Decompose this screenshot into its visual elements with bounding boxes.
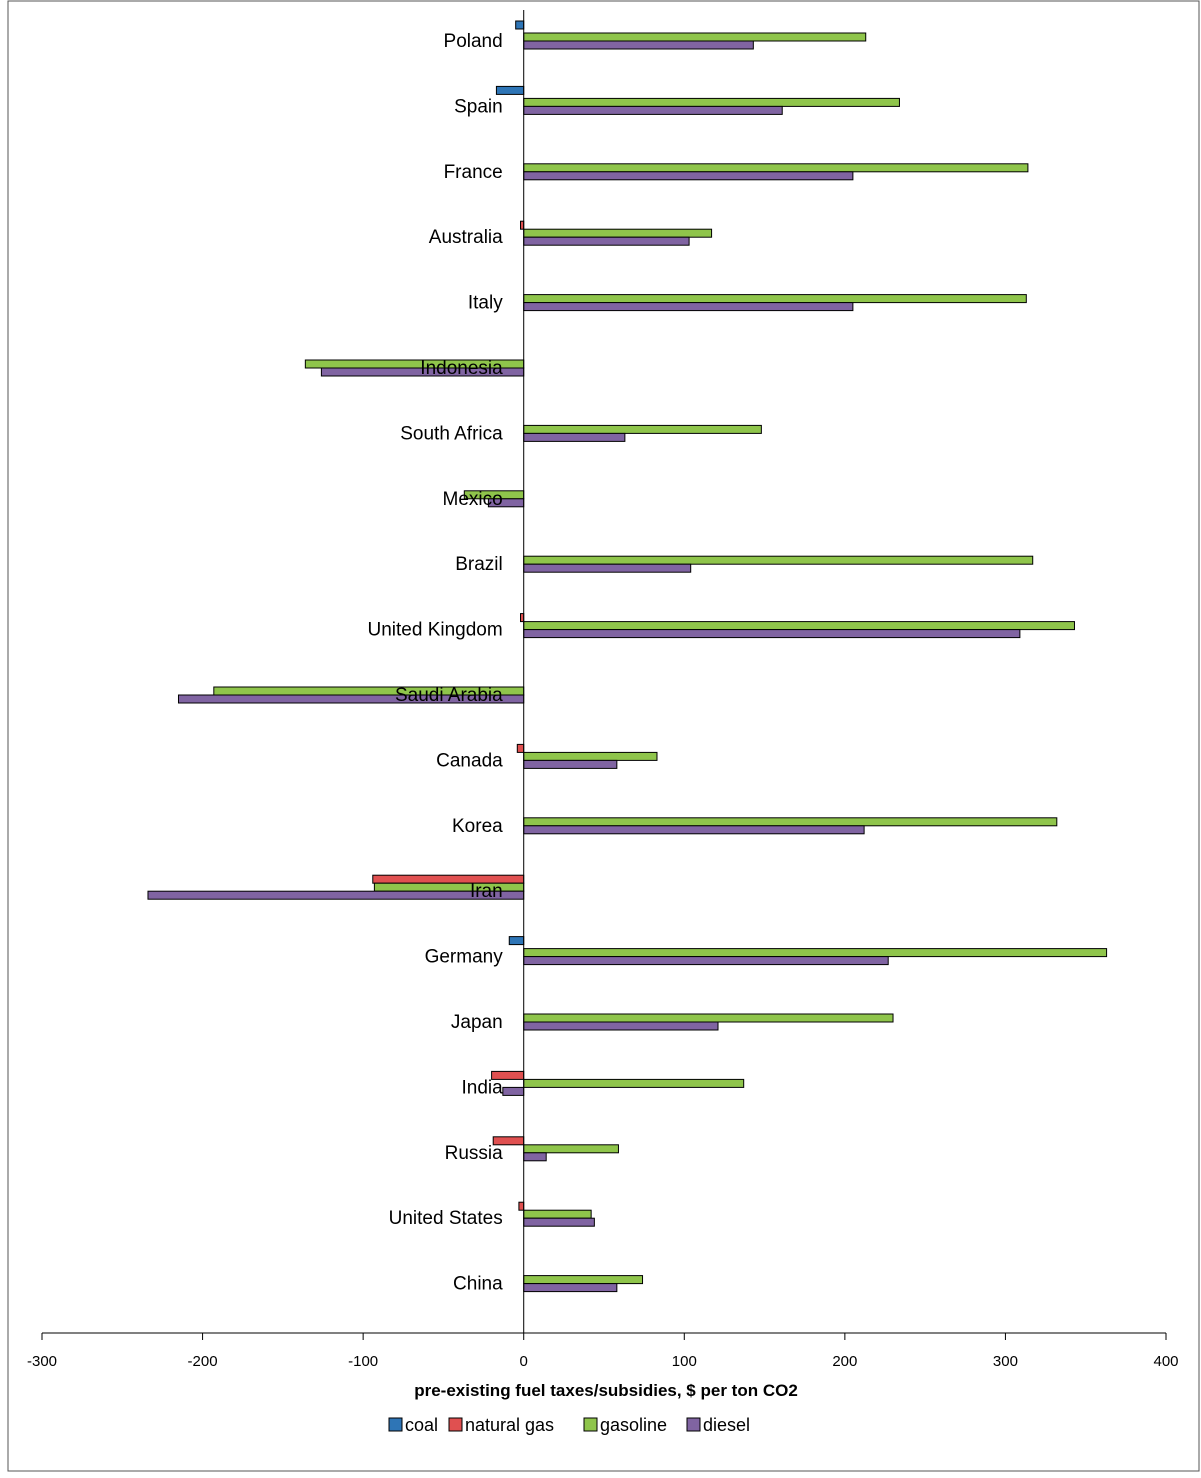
plot-area-border [7, 0, 1200, 1472]
bar-france-diesel [523, 171, 854, 181]
category-label-japan: Japan [451, 1012, 503, 1033]
legend-label-coal: coal [405, 1415, 438, 1435]
x-tick-label: -200 [188, 1353, 218, 1370]
bar-south-africa-gasoline [523, 424, 762, 434]
x-tick-label: 200 [832, 1353, 857, 1370]
x-axis-ticks: -300 -200 -100 0 100 200 300 400 [27, 1333, 1179, 1370]
bar-south-africa-diesel [523, 432, 626, 442]
bar-poland-gasoline [523, 32, 867, 42]
x-tick-label: -300 [27, 1353, 57, 1370]
bar-brazil-diesel [523, 563, 692, 573]
bar-india-gasoline [523, 1078, 745, 1088]
bar-brazil-gasoline [523, 555, 1034, 565]
legend-label-natural-gas: natural gas [465, 1415, 554, 1435]
bar-japan-gasoline [523, 1013, 894, 1023]
x-tick-label: -100 [348, 1353, 378, 1370]
x-tick-label: 0 [520, 1353, 528, 1370]
category-label-united-kingdom: United Kingdom [368, 620, 503, 641]
category-label-france: France [444, 162, 503, 183]
bar-iran-diesel [147, 890, 525, 900]
legend-swatch-diesel [686, 1417, 701, 1432]
bar-germany-diesel [523, 956, 889, 966]
bar-spain-gasoline [523, 97, 900, 107]
bar-china-diesel [523, 1283, 618, 1293]
bar-russia-diesel [523, 1152, 547, 1162]
category-label-iran: Iran [470, 881, 503, 902]
category-label-russia: Russia [445, 1143, 504, 1164]
legend-swatch-natural-gas [448, 1417, 463, 1432]
bar-korea-gasoline [523, 817, 1058, 827]
bar-italy-gasoline [523, 294, 1027, 304]
category-label-germany: Germany [425, 947, 504, 968]
bar-canada-natural-gas [516, 743, 525, 753]
bar-france-gasoline [523, 163, 1029, 173]
category-label-saudi-arabia: Saudi Arabia [395, 685, 503, 706]
category-label-spain: Spain [454, 96, 503, 117]
bar-germany-coal [508, 936, 525, 946]
category-label-china: China [453, 1274, 503, 1295]
category-label-india: India [462, 1077, 504, 1098]
bar-spain-coal [495, 85, 525, 95]
category-label-south-africa: South Africa [400, 423, 503, 444]
bar-australia-gasoline [523, 228, 713, 238]
legend-swatch-gasoline [583, 1417, 598, 1432]
bar-australia-diesel [523, 236, 690, 246]
bar-spain-diesel [523, 105, 783, 115]
legend-swatch-coal [388, 1417, 403, 1432]
bar-india-diesel [502, 1086, 525, 1096]
category-label-mexico: Mexico [443, 489, 503, 510]
category-label-indonesia: Indonesia [420, 358, 503, 379]
x-axis-label: pre-existing fuel taxes/subsidies, $ per… [414, 1381, 798, 1400]
category-label-united-states: United States [389, 1208, 503, 1229]
legend-label-gasoline: gasoline [600, 1415, 667, 1435]
category-labels: Poland Spain France Australia Italy Indonesia… [368, 31, 504, 1295]
legend: coal natural gas gasoline diesel [388, 1415, 750, 1435]
x-tick-label: 400 [1153, 1353, 1178, 1370]
category-label-brazil: Brazil [455, 554, 503, 575]
x-tick-label: 100 [672, 1353, 697, 1370]
bar-korea-diesel [523, 825, 865, 835]
bar-italy-diesel [523, 302, 854, 312]
bar-poland-coal [515, 20, 525, 30]
legend-label-diesel: diesel [703, 1415, 750, 1435]
x-tick-label: 300 [993, 1353, 1018, 1370]
category-label-poland: Poland [444, 31, 503, 52]
category-label-australia: Australia [429, 227, 503, 248]
category-label-korea: Korea [452, 816, 503, 837]
bar-united-states-natural-gas [518, 1201, 525, 1211]
bar-united-states-gasoline [523, 1209, 592, 1219]
bar-china-gasoline [523, 1275, 644, 1285]
bar-canada-diesel [523, 759, 618, 769]
bar-united-states-diesel [523, 1217, 595, 1227]
category-label-canada: Canada [436, 750, 503, 771]
bar-united-kingdom-diesel [523, 629, 1021, 639]
bar-russia-gasoline [523, 1144, 619, 1154]
bar-united-kingdom-gasoline [523, 621, 1075, 631]
category-label-italy: Italy [468, 293, 503, 314]
bar-canada-gasoline [523, 751, 658, 761]
bar-germany-gasoline [523, 948, 1108, 958]
bar-japan-diesel [523, 1021, 719, 1031]
bar-poland-diesel [523, 40, 754, 50]
